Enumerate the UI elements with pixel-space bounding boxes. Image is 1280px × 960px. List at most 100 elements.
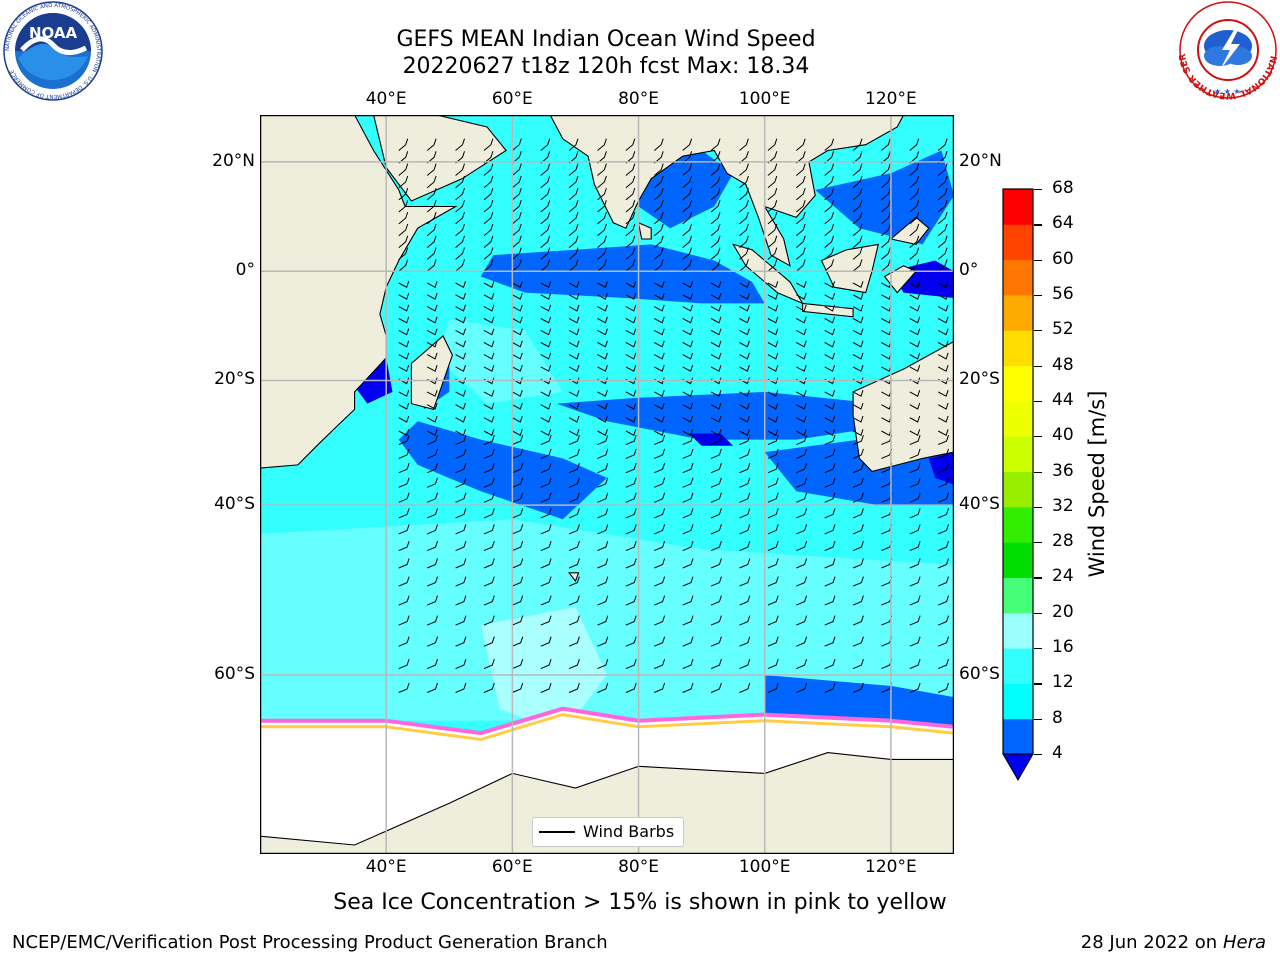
- wind-barb: [398, 508, 410, 519]
- wind-barb: [483, 211, 494, 225]
- wind-barb: [568, 390, 580, 397]
- wind-barb: [398, 340, 410, 348]
- wind-barb: [540, 163, 551, 176]
- colorbar-tick: [1034, 648, 1042, 650]
- wind-barb: [824, 524, 836, 535]
- wind-barb: [682, 524, 694, 535]
- wind-barb: [852, 247, 863, 260]
- wind-barb: [540, 576, 552, 587]
- wind-barb: [937, 340, 949, 348]
- wind-barb: [653, 175, 664, 189]
- wind-barb: [739, 175, 749, 189]
- colorbar-tick: [1034, 683, 1042, 685]
- colorbar-segment: [1003, 471, 1033, 508]
- wind-barb: [512, 352, 523, 360]
- wind-barb: [568, 576, 580, 587]
- footer-producer: NCEP/EMC/Verification Post Processing Pr…: [12, 932, 608, 953]
- wind-barb: [682, 434, 694, 446]
- wind-barb: [455, 340, 466, 348]
- wind-barb: [597, 524, 609, 535]
- wind-barb: [852, 340, 864, 348]
- wind-barb: [568, 524, 580, 535]
- wind-barb: [398, 576, 410, 587]
- wind-barb: [625, 576, 637, 587]
- wind-barb: [937, 281, 949, 289]
- wind-barb: [625, 524, 637, 535]
- wind-barb: [739, 211, 749, 225]
- wind-barb: [909, 328, 921, 336]
- wind-barb: [767, 281, 779, 289]
- wind-barb: [512, 328, 523, 336]
- wind-barb: [654, 524, 666, 535]
- wind-barb: [937, 259, 948, 272]
- wind-barb: [625, 390, 637, 397]
- wind-barb: [597, 415, 608, 423]
- wind-barb: [682, 658, 694, 670]
- wind-barb: [398, 477, 410, 488]
- wind-barb: [568, 304, 580, 312]
- wind-barb: [455, 163, 465, 176]
- wind-barb: [455, 434, 467, 446]
- wind-barb: [426, 304, 438, 312]
- wind-barb: [796, 292, 807, 300]
- wind-barb: [426, 415, 438, 423]
- wind-barb: [398, 595, 410, 606]
- wind-barb: [909, 434, 921, 446]
- lat-label-right: 0°: [959, 260, 979, 281]
- wind-barb: [795, 163, 806, 176]
- lon-label-top: 100°E: [738, 89, 791, 109]
- wind-barb: [398, 281, 410, 289]
- wind-barb: [852, 682, 864, 693]
- wind-barb: [483, 508, 495, 519]
- wind-barb: [512, 402, 523, 410]
- wind-barb: [739, 682, 751, 693]
- wind-barb: [540, 448, 552, 459]
- wind-barb: [625, 211, 636, 225]
- wind-barb: [597, 595, 609, 606]
- wind-barb: [455, 415, 466, 423]
- wind-barb: [455, 365, 466, 372]
- wind-barb: [625, 259, 636, 272]
- wind-barb: [625, 540, 637, 552]
- wind-barb: [398, 163, 409, 176]
- wind-barb: [852, 365, 864, 372]
- wind-barb: [427, 492, 438, 503]
- colorbar-segment: [1003, 259, 1033, 296]
- wind-barb: [597, 292, 608, 300]
- colorbar-segment: [1003, 365, 1033, 402]
- wind-barb: [937, 211, 948, 225]
- wind-barb: [568, 211, 579, 225]
- wind-barb: [710, 200, 721, 213]
- wind-barb: [597, 558, 609, 569]
- wind-barb: [739, 259, 749, 272]
- wind-barb: [512, 540, 524, 552]
- wind-barb: [540, 558, 552, 569]
- wind-barb: [654, 281, 665, 289]
- wind-barb: [512, 281, 523, 289]
- legend-label: Wind Barbs: [583, 822, 675, 841]
- wind-barb: [938, 492, 949, 503]
- wind-barb: [682, 200, 693, 213]
- wind-barb: [796, 636, 808, 647]
- wind-barb: [796, 558, 808, 569]
- colorbar-segment: [1003, 648, 1033, 684]
- wind-barb: [938, 540, 949, 552]
- wind-barb: [739, 524, 751, 535]
- wind-barb: [852, 448, 864, 459]
- colorbar-tick: [1034, 189, 1042, 191]
- wind-barb: [767, 615, 779, 626]
- wind-barb: [568, 235, 579, 248]
- wind-barb: [824, 415, 836, 423]
- wind-barb: [767, 259, 778, 272]
- wind-barb: [512, 595, 524, 606]
- wind-barb: [909, 463, 921, 474]
- wind-barb: [540, 492, 552, 503]
- wind-barb: [767, 223, 778, 237]
- wind-barb: [426, 340, 438, 348]
- wind-barb: [824, 281, 836, 289]
- wind-barb: [654, 340, 665, 348]
- wind-barb: [710, 223, 721, 237]
- wind-barb: [767, 187, 778, 201]
- lon-label-bottom: 120°E: [865, 857, 917, 877]
- wind-barb: [710, 211, 721, 225]
